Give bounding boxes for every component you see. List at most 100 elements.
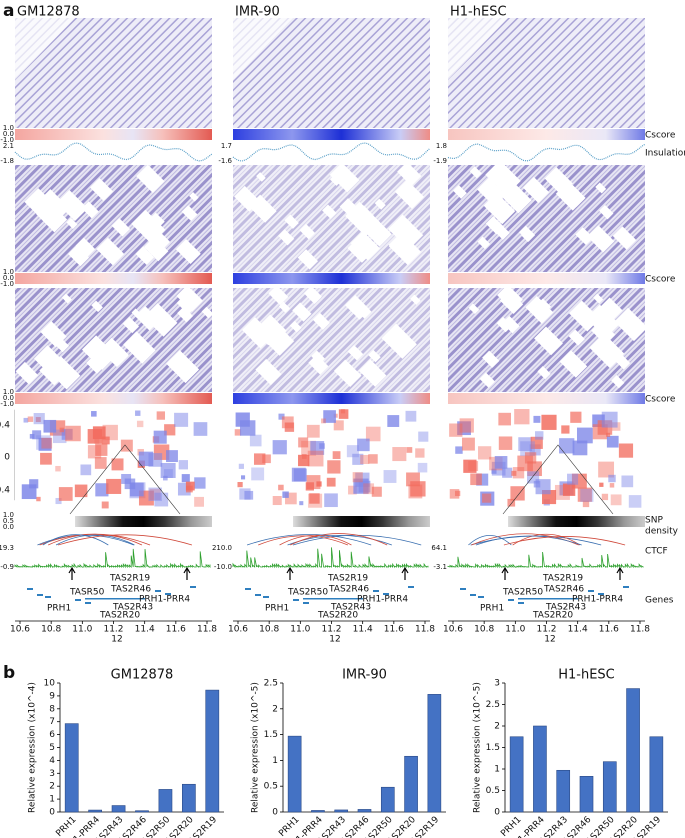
hic-gap: [149, 212, 165, 228]
hic-gap: [175, 239, 201, 264]
track-label: Genes: [645, 596, 674, 606]
y-tick-label: 0: [272, 808, 278, 818]
y-tick-label: 1: [272, 756, 278, 766]
hic-gap: [477, 236, 491, 250]
diff-cell: [316, 481, 322, 487]
diff-cell: [618, 443, 634, 458]
hic-gap: [568, 329, 585, 346]
gene-model: [373, 590, 379, 592]
gene-label: TAS2R50: [502, 588, 543, 598]
diff-cell: [120, 439, 133, 452]
diff-cell: [392, 447, 407, 462]
hic-gap: [308, 289, 322, 303]
gene-label: PRH1-PRR4: [572, 595, 623, 605]
diff-cell: [507, 498, 516, 507]
gene-label: PRH1: [47, 604, 71, 614]
diff-cell: [101, 436, 110, 445]
diff-cell: [40, 452, 52, 465]
scale-label: -1.6: [218, 157, 232, 165]
gene-model: [75, 599, 81, 601]
diff-cell: [511, 470, 517, 476]
y-tick-label: 4: [49, 756, 55, 766]
snp-track: [508, 516, 645, 527]
scale-label: 64.1: [431, 544, 447, 552]
gene-model: [508, 599, 514, 601]
diff-cell: [305, 482, 314, 491]
hic-gap: [86, 355, 105, 374]
diff-cell: [95, 483, 109, 497]
diff-cell: [278, 484, 284, 491]
track-label: density: [645, 527, 679, 537]
diff-cell: [332, 451, 341, 459]
diff-cell: [149, 488, 161, 500]
colorbar-label: -0.4: [0, 486, 10, 496]
diff-cell: [33, 413, 45, 425]
hic-gap: [131, 209, 166, 244]
hic-gap: [56, 189, 88, 222]
bar: [205, 689, 220, 813]
diff-cell: [338, 409, 349, 419]
scale-label: -1.9: [433, 157, 447, 165]
diff-cell: [38, 437, 52, 451]
arrow: [286, 566, 294, 580]
diff-cell: [535, 479, 551, 495]
gene-model: [598, 593, 604, 595]
gene-model: [478, 596, 484, 598]
gene-model: [190, 586, 196, 588]
track-label: Insulation: [645, 149, 685, 159]
hic-gap: [469, 166, 482, 179]
tad-triangle: [69, 444, 181, 515]
gene-model: [245, 588, 251, 590]
hic-gap: [518, 225, 536, 242]
ctcf-loop: [290, 533, 388, 546]
bar: [88, 809, 103, 813]
diff-cell: [321, 418, 326, 424]
x-tick-label: 10.8: [41, 625, 61, 635]
gene-label: PRH1-PRR4: [139, 595, 190, 605]
cscore-track: [15, 393, 212, 404]
chart-title: H1-hESC: [558, 668, 615, 683]
diff-cell: [185, 481, 195, 491]
column-title: GM12878: [17, 5, 80, 20]
diff-cell: [138, 451, 154, 467]
gene-model: [165, 593, 171, 595]
bar: [626, 688, 640, 813]
hic-gap: [81, 335, 117, 370]
gene-model: [293, 599, 299, 601]
diff-cell: [163, 469, 173, 478]
diff-cell: [405, 410, 417, 422]
cscore-track: [15, 273, 212, 284]
arrow: [616, 566, 624, 580]
hic-gap: [599, 204, 614, 220]
diff-cell: [55, 465, 61, 472]
insulation-line: [14, 142, 213, 162]
diff-cell: [383, 470, 397, 483]
ctcf-loop: [55, 534, 135, 546]
arrow: [68, 566, 76, 580]
hic-gap: [483, 192, 516, 225]
hic-gap: [612, 226, 637, 250]
gene-model: [255, 594, 261, 596]
diff-cell: [582, 500, 590, 508]
hic-gap: [347, 238, 373, 263]
diff-cell: [621, 475, 634, 488]
ctcf-loop: [57, 534, 193, 546]
gene-label: TAS2R43: [112, 603, 153, 613]
x-tick-label: 11.2: [536, 625, 556, 635]
diff-cell: [136, 420, 144, 428]
scale-label: 0.0: [3, 523, 14, 531]
y-tick-label: 6: [49, 730, 55, 740]
hic-gap: [388, 214, 424, 250]
hic-gap: [347, 345, 364, 361]
hic-gap: [559, 350, 588, 378]
scale-label: 19.3: [0, 544, 14, 552]
hic-gap: [587, 225, 615, 253]
bar: [181, 783, 196, 813]
y-tick-label: 8: [49, 704, 55, 714]
hic-gap: [388, 232, 422, 266]
diff-cell: [240, 420, 256, 436]
hic-gap: [354, 301, 372, 319]
bar: [64, 723, 79, 813]
scale-label: 0.5: [3, 517, 14, 525]
hic-gap: [614, 307, 648, 342]
